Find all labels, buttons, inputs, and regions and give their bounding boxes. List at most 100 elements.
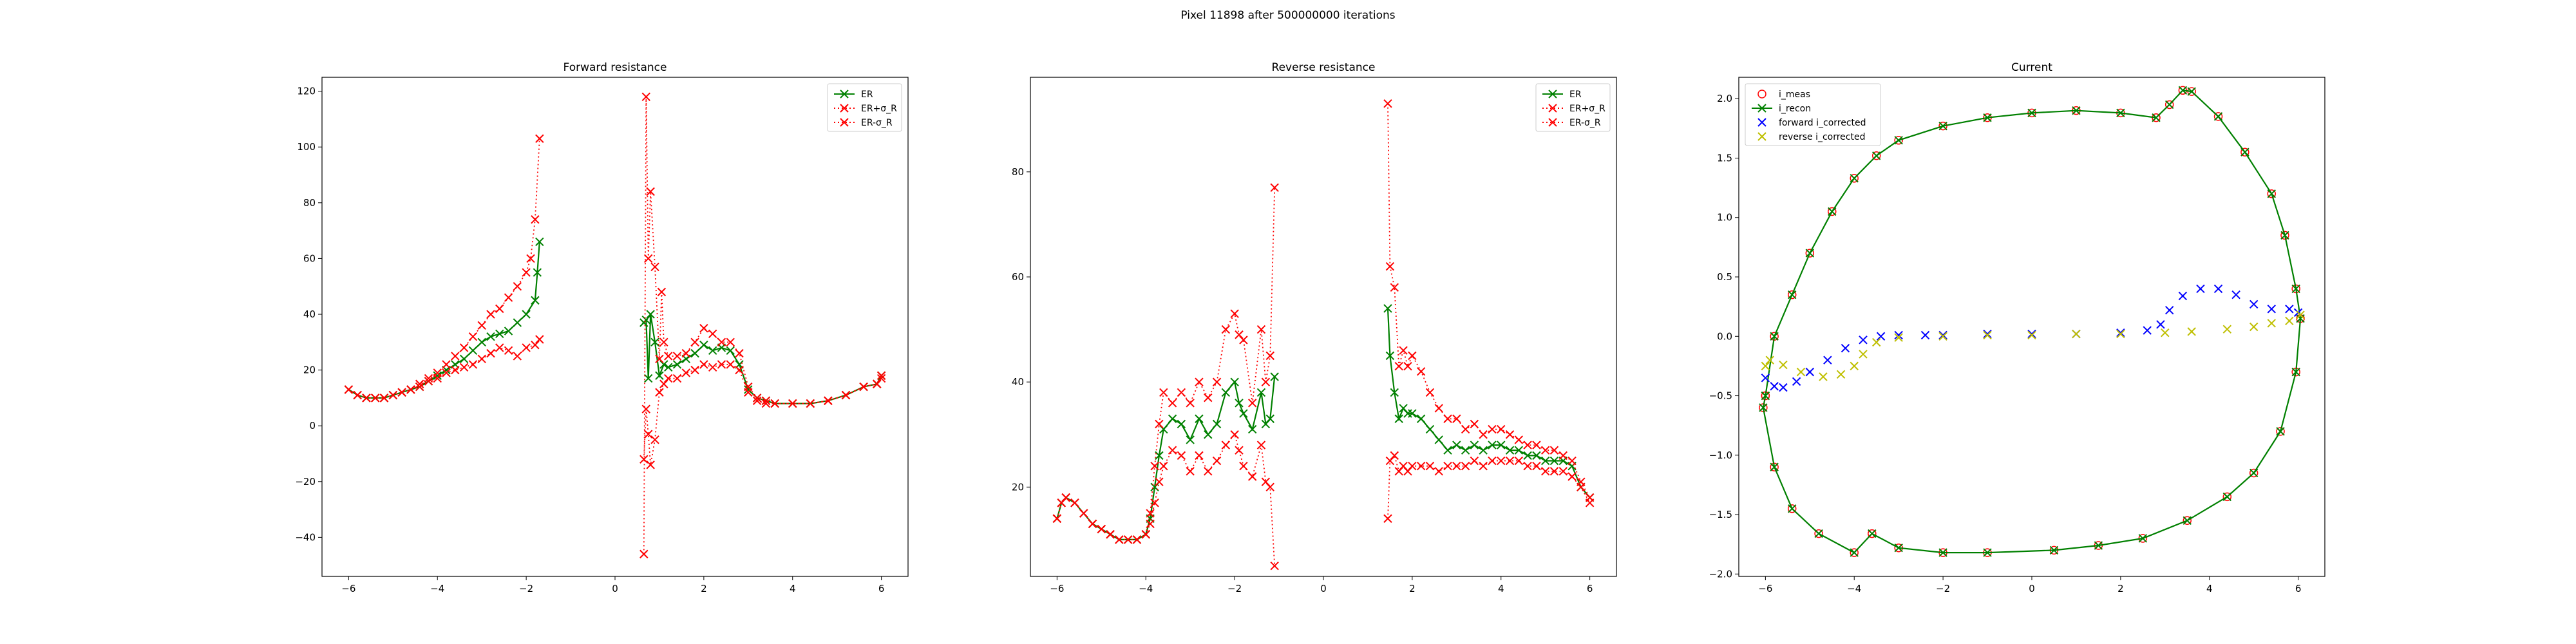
current-plot: Current −6 −4 −2 0 2 4 6 −2.0 −1.5 −1.0 −0.5 0.0 0.5 1… [1709,61,2325,594]
data-point [424,374,433,383]
data-point [1765,355,1774,365]
plot-frame [1030,77,1617,577]
data-point [1479,430,1488,439]
data-point [806,399,815,408]
data-point [2285,305,2294,314]
data-point [2276,427,2285,436]
y-tick-label: 60 [303,252,316,264]
data-point [1159,388,1168,397]
data-point [486,332,495,341]
data-point [1983,548,1992,557]
data-point [672,352,682,361]
data-point [531,340,540,350]
data-point [1470,440,1479,450]
data-point [1814,529,1823,538]
reverse-resistance-plot: Reverse resistance−6 −4 −2 0 2 4 620406080ERER… [1012,61,1617,594]
data-point [1850,548,1859,557]
data-point [1567,456,1577,466]
plot-area [344,92,886,559]
data-point [1425,388,1435,397]
data-point [1983,329,1992,339]
data-point [681,368,691,377]
data-point [1470,456,1479,466]
data-point [442,360,451,369]
data-point [504,327,513,336]
data-point [1505,430,1515,439]
data-point [2116,328,2125,337]
data-point [1425,424,1435,434]
y-tick-label: 1.0 [1717,212,1732,223]
data-point [451,365,460,375]
data-point [1505,446,1515,455]
data-point [1394,361,1403,371]
data-point [1523,461,1532,471]
x-tick-label: 2 [2117,583,2124,594]
data-point [2049,545,2059,555]
data-point [459,354,469,363]
data-point [1247,399,1257,408]
data-point [690,348,699,358]
series-line [348,138,540,399]
data-point [1385,261,1395,271]
data-point [1876,332,1886,341]
data-point [459,363,469,372]
data-point [2072,329,2081,339]
data-point [2222,492,2232,502]
data-point [1540,456,1550,466]
data-point [1265,351,1274,361]
data-point [1155,419,1164,429]
data-point [1399,346,1408,355]
data-point [1416,461,1426,471]
data-point [1850,174,1859,183]
data-point [1408,461,1417,471]
data-point [1443,446,1452,455]
series-er-r [344,335,886,469]
data-point [1155,451,1164,460]
data-point [1168,414,1177,423]
data-point [643,254,653,263]
data-point [468,346,478,355]
data-point [1558,467,1567,476]
series-line [643,363,882,465]
data-point [2161,328,2170,337]
data-point [1186,399,1195,408]
x-tick-label: 2 [701,583,707,594]
series-forward-i-corrected [1761,284,2303,392]
legend-label: reverse i_corrected [1779,132,1865,142]
data-point [477,337,486,347]
data-point [1146,509,1155,518]
data-point [1394,414,1403,423]
x-tick-label: −6 [1758,583,1772,594]
data-point [1247,472,1257,481]
y-tick-label: 60 [1012,271,1024,283]
data-point [442,368,451,377]
data-point [1577,482,1586,492]
data-point [1938,121,1947,131]
data-point [655,371,664,380]
series-line [1056,187,1276,540]
data-point [2296,310,2305,319]
plot-title: Forward resistance [564,61,667,74]
data-point [1247,424,1257,434]
data-point [1488,456,1497,466]
data-point [735,348,744,358]
data-point [1106,530,1115,539]
data-point [1497,424,1506,434]
data-point [646,460,655,469]
data-point [1859,336,1868,345]
data-point [1452,461,1461,471]
x-tick-label: −2 [519,583,533,594]
y-tick-label: 80 [303,197,316,209]
data-point [1261,377,1271,386]
data-point [1070,498,1079,507]
data-point [2164,100,2174,109]
data-point [1434,435,1443,444]
data-point [1270,561,1279,571]
y-tick-label: 100 [297,141,316,153]
data-point [1805,367,1815,377]
data-point [1787,290,1797,299]
data-point [1514,456,1524,466]
data-point [451,352,460,361]
data-point [664,352,673,361]
